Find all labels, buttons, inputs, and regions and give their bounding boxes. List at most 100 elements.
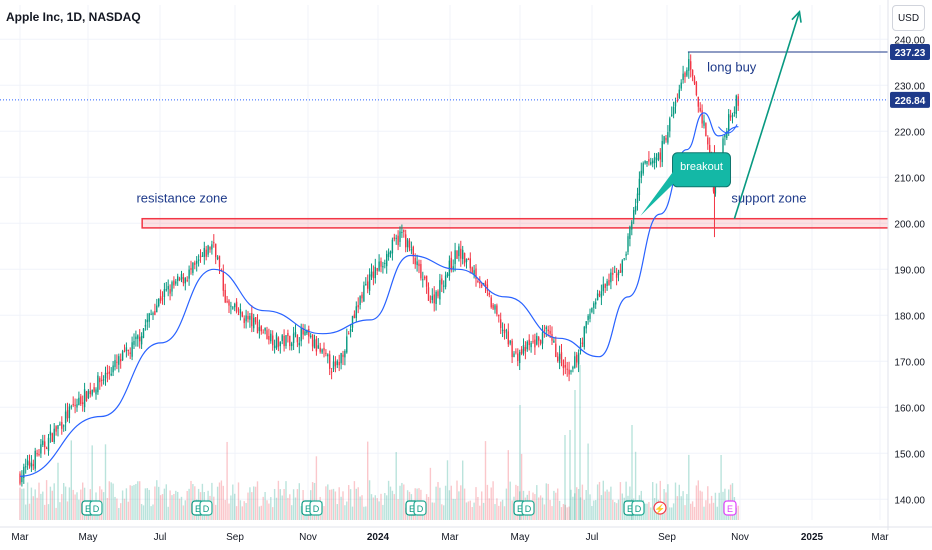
candle-body — [374, 266, 376, 279]
volume-bar — [519, 405, 521, 520]
candle-body — [705, 123, 707, 137]
volume-bar — [44, 504, 46, 520]
volume-bar — [72, 489, 74, 520]
volume-bar — [682, 491, 684, 520]
volume-bar — [336, 504, 338, 520]
volume-bar — [737, 505, 739, 520]
candle-body — [336, 361, 338, 365]
dividend-marker — [199, 500, 213, 516]
candle-body — [131, 342, 133, 357]
candle-body — [51, 433, 53, 442]
candle-body — [357, 305, 359, 308]
volume-bar — [228, 503, 230, 520]
candle-body — [106, 372, 109, 375]
candle-body — [693, 77, 696, 84]
candle-body — [344, 351, 346, 358]
volume-bar — [241, 506, 243, 520]
candle-body — [188, 269, 190, 279]
volume-bar — [116, 498, 118, 520]
candle-body — [636, 193, 639, 204]
candle-body — [104, 372, 107, 379]
time-axis[interactable]: Mar May Jul Sep Nov 2024 Mar May Jul Sep Nov 2025 Ma… — [0, 526, 932, 543]
volume-bar — [235, 506, 238, 520]
candle-body — [323, 347, 325, 351]
volume-bar — [714, 492, 717, 520]
candle-body — [564, 365, 566, 368]
candle-body — [574, 356, 576, 368]
volume-bar — [384, 493, 386, 520]
candle-body — [121, 351, 124, 361]
earnings-letter: E — [305, 504, 311, 514]
candle-body — [437, 291, 439, 297]
volume-bar — [281, 495, 283, 520]
volume-bar — [496, 498, 498, 520]
candle-body — [465, 258, 468, 262]
volume-bar — [332, 488, 335, 520]
volume-bar — [631, 425, 633, 520]
candle-body — [672, 106, 675, 115]
volume-bar — [222, 485, 224, 520]
candle-body — [633, 210, 635, 220]
volume-bar — [646, 503, 648, 520]
dividend-letter: D — [203, 504, 210, 514]
volume-bar — [429, 467, 432, 520]
candle-body — [462, 249, 464, 260]
price-axis[interactable]: 140.00 150.00 160.00 170.00 180.00 190.00 200.… — [887, 0, 932, 550]
candle-body — [129, 352, 131, 354]
dividend-marker — [521, 500, 535, 516]
volume-bar — [279, 489, 281, 520]
resistance-support-zone — [141, 217, 891, 229]
volume-bar — [156, 480, 158, 520]
candle-body — [270, 333, 272, 342]
candle-body — [378, 261, 380, 271]
volume-bar — [378, 501, 380, 520]
volume-bar — [498, 505, 500, 520]
volume-bar — [462, 460, 464, 520]
candle-body — [446, 273, 449, 277]
volume-bar — [648, 502, 650, 520]
candle-body — [28, 461, 31, 467]
symbol-title[interactable]: Apple Inc, 1D, NASDAQ — [6, 10, 141, 24]
volume-bar — [188, 488, 190, 520]
candle-body — [475, 268, 477, 280]
volume-bar — [186, 490, 188, 520]
volume-bar — [484, 441, 487, 520]
volume-bar — [680, 496, 682, 520]
volume-bar — [712, 502, 715, 520]
candle-body — [724, 134, 726, 138]
price-tick-label: 210.00 — [894, 173, 925, 184]
volume-bar — [456, 480, 458, 520]
candle-body — [659, 152, 661, 160]
drawing-zones[interactable] — [141, 217, 891, 229]
currency-button[interactable]: USD — [892, 5, 925, 31]
volume-bar — [707, 486, 709, 520]
candle-body — [682, 73, 684, 81]
candle-body — [460, 248, 462, 259]
candle-body — [89, 390, 91, 395]
event-markers[interactable]: E D E D E D E D E D E D ⚡ E — [81, 500, 737, 516]
volume-bar — [617, 499, 620, 520]
candle-body — [42, 440, 44, 445]
volume-bar — [576, 487, 578, 520]
volume-bar — [443, 505, 445, 520]
candle-body — [615, 273, 618, 278]
time-tick-label: May — [79, 532, 98, 543]
volume-bar — [684, 505, 686, 520]
candle-body — [473, 270, 475, 275]
volume-bar — [458, 491, 460, 520]
candle-body — [91, 389, 93, 395]
candle-body — [281, 335, 283, 341]
candle-body — [593, 303, 595, 308]
candle-body — [427, 287, 430, 301]
candle-body — [178, 278, 181, 281]
price-axis-bg — [888, 0, 932, 550]
candle-body — [321, 349, 323, 353]
candle-body — [517, 353, 519, 361]
candle-body — [560, 352, 563, 360]
candle-body — [701, 110, 703, 124]
candle-body — [568, 369, 570, 375]
drawings[interactable]: resistance zone support zone long buy break… — [0, 9, 888, 219]
price-tick-label: 200.00 — [894, 219, 925, 230]
volume-bar — [452, 498, 454, 520]
